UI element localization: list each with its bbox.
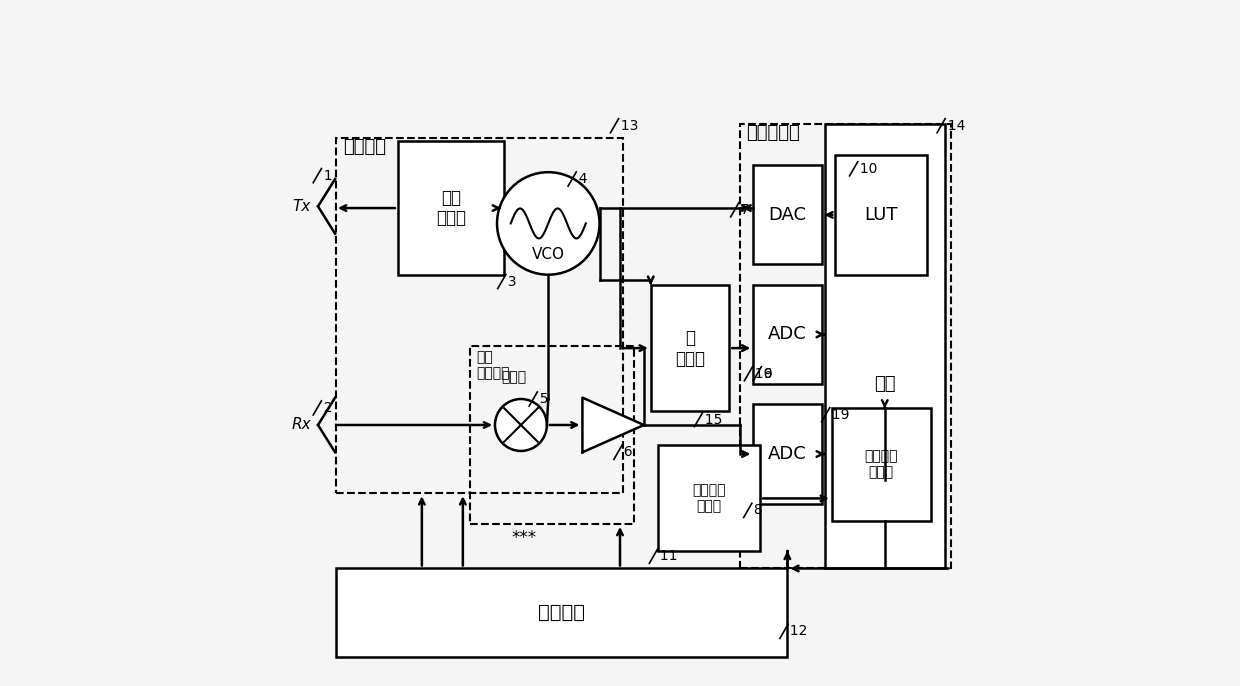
Circle shape xyxy=(497,172,599,274)
FancyBboxPatch shape xyxy=(398,141,503,274)
Text: 4: 4 xyxy=(575,172,587,186)
Text: 19: 19 xyxy=(830,407,849,422)
Text: 周围温度
监视器: 周围温度 监视器 xyxy=(692,484,725,514)
FancyBboxPatch shape xyxy=(336,569,787,657)
Text: ADC: ADC xyxy=(768,325,807,344)
Text: Rx: Rx xyxy=(291,418,311,432)
Text: 预
分频器: 预 分频器 xyxy=(675,329,706,368)
Text: 10: 10 xyxy=(857,162,878,176)
Text: 微机: 微机 xyxy=(874,375,895,393)
Text: 12: 12 xyxy=(787,624,807,638)
Text: 混合器: 混合器 xyxy=(501,370,527,384)
Text: 15: 15 xyxy=(702,412,723,427)
FancyBboxPatch shape xyxy=(753,165,822,264)
Text: 8: 8 xyxy=(751,504,763,517)
Text: 信号处理部: 信号处理部 xyxy=(746,124,800,143)
Text: Tx: Tx xyxy=(293,199,311,214)
FancyBboxPatch shape xyxy=(825,124,945,569)
Text: VCO: VCO xyxy=(532,247,564,261)
Text: 控制电路: 控制电路 xyxy=(538,604,585,622)
FancyBboxPatch shape xyxy=(832,408,931,521)
Circle shape xyxy=(495,399,547,451)
FancyBboxPatch shape xyxy=(657,445,760,552)
FancyBboxPatch shape xyxy=(753,405,822,504)
Text: 14: 14 xyxy=(945,119,965,132)
Text: 功率
分配器: 功率 分配器 xyxy=(436,189,466,228)
Text: 5: 5 xyxy=(537,392,548,406)
Text: 6: 6 xyxy=(621,445,632,460)
FancyBboxPatch shape xyxy=(651,285,729,412)
Text: 非易失性
存储器: 非易失性 存储器 xyxy=(864,449,898,480)
Text: LUT: LUT xyxy=(864,206,898,224)
Text: 1: 1 xyxy=(321,169,332,182)
Polygon shape xyxy=(583,398,644,452)
Text: 11: 11 xyxy=(657,549,677,563)
FancyBboxPatch shape xyxy=(836,155,928,274)
Text: 高频电路: 高频电路 xyxy=(343,138,387,156)
Text: 16: 16 xyxy=(751,367,773,381)
Text: ADC: ADC xyxy=(768,445,807,463)
Text: 13: 13 xyxy=(618,119,639,132)
Text: 2: 2 xyxy=(321,401,332,415)
Text: 3: 3 xyxy=(505,274,517,289)
Text: 9: 9 xyxy=(761,367,773,381)
Text: 基带
放大电路: 基带 放大电路 xyxy=(476,350,510,380)
FancyBboxPatch shape xyxy=(753,285,822,384)
Text: 7: 7 xyxy=(738,203,750,217)
Text: ***: *** xyxy=(512,529,537,547)
Text: DAC: DAC xyxy=(769,206,806,224)
